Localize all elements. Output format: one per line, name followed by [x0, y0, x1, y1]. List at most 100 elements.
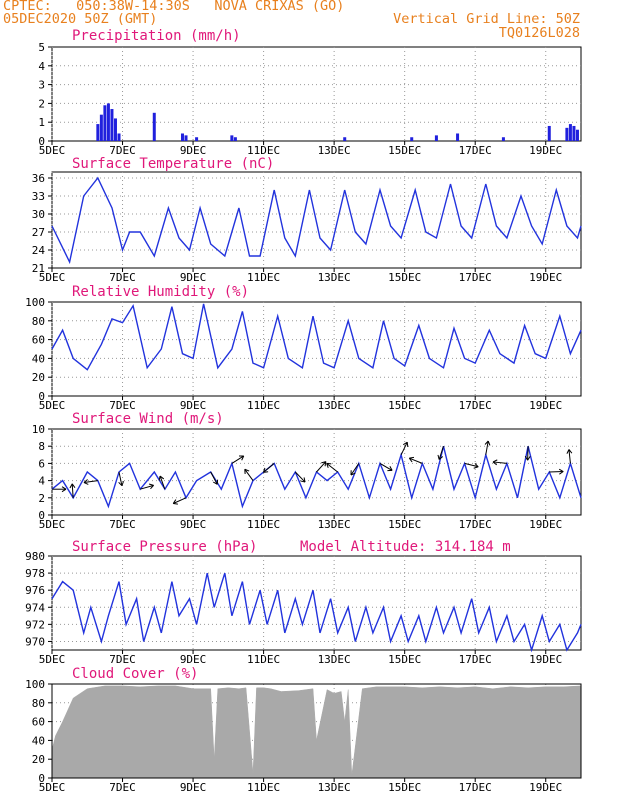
- x-tick-label: 11DEC: [247, 271, 280, 284]
- y-tick-label: 100: [25, 678, 45, 691]
- precip-bar: [434, 135, 438, 141]
- y-tick-label: 33: [32, 190, 45, 203]
- x-tick-label: 11DEC: [247, 653, 280, 666]
- wind-arrow-head: [487, 440, 491, 446]
- y-tick-label: 972: [25, 618, 45, 631]
- wind-arrow-head: [300, 480, 306, 483]
- precip-bar: [96, 124, 100, 141]
- panel-title: Surface Pressure (hPa): [72, 539, 257, 555]
- x-tick-label: 13DEC: [318, 399, 351, 412]
- y-tick-label: 3: [38, 79, 45, 92]
- panel-title: Relative Humidity (%): [72, 284, 249, 300]
- y-tick-label: 20: [32, 371, 45, 384]
- x-tick-label: 9DEC: [180, 399, 207, 412]
- x-tick-label: 7DEC: [109, 781, 136, 794]
- wind-arrow-head: [403, 441, 408, 446]
- precip-bar: [184, 135, 188, 141]
- wind-arrow-head: [118, 481, 123, 487]
- y-tick-label: 974: [25, 601, 45, 614]
- x-tick-label: 19DEC: [529, 518, 562, 531]
- y-tick-label: 2: [38, 492, 45, 505]
- rh-line: [51, 303, 582, 371]
- y-tick-label: 0: [38, 509, 45, 522]
- x-tick-label: 7DEC: [109, 399, 136, 412]
- header: CPTEC: 050:38W-14:30S NOVA CRIXAS (GO) 0…: [0, 0, 618, 46]
- x-tick-label: 15DEC: [388, 781, 421, 794]
- precip-bar: [106, 103, 110, 141]
- wind-arrow-head: [484, 440, 489, 445]
- wind-arrow-head: [61, 486, 67, 490]
- wind-arrow-head: [326, 463, 329, 468]
- x-tick-label: 13DEC: [318, 518, 351, 531]
- pressure-line: [51, 572, 582, 653]
- temp-line: [51, 176, 582, 265]
- precip-bar: [575, 129, 579, 141]
- wind-arrow-head: [324, 461, 327, 467]
- y-tick-label: 36: [32, 172, 45, 185]
- precip-bar: [410, 137, 414, 141]
- x-tick-label: 11DEC: [247, 399, 280, 412]
- panel-title: Cloud Cover (%): [72, 666, 198, 682]
- wind-arrow-head: [473, 466, 479, 469]
- y-tick-label: 2: [38, 97, 45, 110]
- wind-arrow: [173, 497, 187, 504]
- y-tick-label: 24: [32, 244, 46, 257]
- wind-arrow: [294, 471, 306, 483]
- y-tick-label: 100: [25, 296, 45, 309]
- panel-frame: [51, 555, 582, 651]
- model-code: TQ0126L028: [498, 25, 580, 41]
- wind-arrow: [409, 457, 423, 464]
- wind-arrow-head: [172, 499, 177, 504]
- precip-bar: [547, 125, 551, 141]
- panel-title: Surface Temperature (nC): [72, 156, 274, 172]
- precip-bar: [233, 137, 237, 141]
- x-tick-label: 19DEC: [529, 653, 562, 666]
- wind-arrow: [244, 468, 254, 481]
- x-tick-label: 17DEC: [459, 399, 492, 412]
- wind-arrow-head: [492, 459, 498, 463]
- wind-arrow-head: [262, 467, 266, 473]
- wind-arrow-head: [71, 483, 76, 488]
- wind-arrow: [210, 471, 218, 485]
- y-tick-label: 30: [32, 208, 45, 221]
- y-tick-label: 40: [32, 734, 45, 747]
- precip-bar: [565, 127, 569, 141]
- wind-arrow-head: [173, 502, 178, 505]
- y-tick-label: 4: [38, 60, 45, 73]
- precip-bar: [180, 133, 184, 141]
- wind-arrow: [568, 449, 571, 464]
- x-tick-label: 17DEC: [459, 518, 492, 531]
- precip-bar: [103, 105, 107, 141]
- wind-arrow-head: [83, 482, 89, 485]
- station-title: CPTEC: 050:38W-14:30S NOVA CRIXAS (GO): [3, 0, 345, 14]
- x-tick-label: 13DEC: [318, 653, 351, 666]
- panel-frame: [51, 301, 582, 397]
- precip-bar: [572, 125, 576, 141]
- x-tick-label: 11DEC: [247, 781, 280, 794]
- x-tick-label: 9DEC: [180, 518, 207, 531]
- wind-arrow-head: [121, 481, 125, 486]
- x-tick-label: 7DEC: [109, 653, 136, 666]
- wind-arrow: [485, 440, 489, 455]
- y-tick-label: 0: [38, 390, 45, 403]
- y-tick-label: 80: [32, 315, 45, 328]
- precip-bar: [230, 135, 234, 141]
- wind-arrow: [464, 462, 479, 468]
- precip-bar: [195, 137, 199, 141]
- y-tick-label: 5: [38, 41, 45, 54]
- wind-arrow: [140, 484, 154, 490]
- x-tick-label: 9DEC: [180, 653, 207, 666]
- x-tick-label: 13DEC: [318, 271, 351, 284]
- wind-arrow: [71, 483, 74, 498]
- wind-arrow-head: [321, 461, 327, 464]
- y-tick-label: 6: [38, 457, 45, 470]
- x-tick-label: 17DEC: [459, 781, 492, 794]
- wind-line: [51, 446, 582, 509]
- wind-arrow: [400, 441, 408, 456]
- wind-arrow: [438, 446, 444, 460]
- wind-arrow-head: [61, 488, 67, 493]
- y-tick-label: 976: [25, 584, 45, 597]
- wind-arrows: [52, 440, 573, 505]
- precip-bar: [343, 137, 347, 141]
